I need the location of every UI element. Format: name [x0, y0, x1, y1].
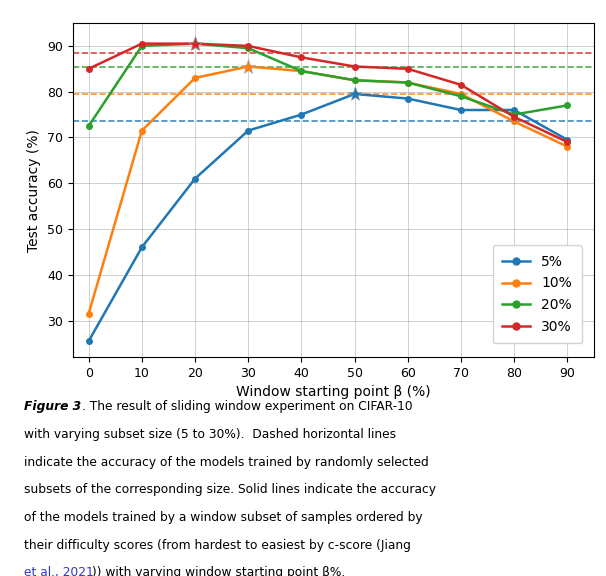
30%: [351, 63, 358, 70]
30%: [138, 40, 145, 47]
Text: indicate the accuracy of the models trained by randomly selected: indicate the accuracy of the models trai…: [24, 456, 429, 469]
Line: 5%: 5%: [86, 91, 570, 344]
Legend: 5%, 10%, 20%, 30%: 5%, 10%, 20%, 30%: [493, 245, 582, 343]
30%: [298, 54, 305, 61]
10%: [298, 67, 305, 74]
20%: [191, 40, 199, 47]
5%: [510, 107, 518, 113]
30%: [458, 81, 465, 88]
30%: [85, 65, 92, 72]
30%: [245, 43, 252, 50]
Line: 10%: 10%: [86, 64, 570, 316]
10%: [85, 310, 92, 317]
Text: et al., 2021: et al., 2021: [24, 566, 94, 576]
5%: [245, 127, 252, 134]
Text: with varying subset size (5 to 30%).  Dashed horizontal lines: with varying subset size (5 to 30%). Das…: [24, 428, 396, 441]
5%: [404, 95, 411, 102]
30%: [191, 40, 199, 47]
5%: [458, 107, 465, 113]
X-axis label: Window starting point β (%): Window starting point β (%): [236, 385, 431, 399]
5%: [138, 244, 145, 251]
20%: [404, 79, 411, 86]
10%: [191, 74, 199, 81]
20%: [85, 123, 92, 130]
30%: [404, 65, 411, 72]
30%: [564, 139, 571, 146]
20%: [351, 77, 358, 84]
20%: [458, 93, 465, 100]
10%: [404, 79, 411, 86]
20%: [510, 111, 518, 118]
5%: [351, 90, 358, 97]
Text: subsets of the corresponding size. Solid lines indicate the accuracy: subsets of the corresponding size. Solid…: [24, 483, 436, 497]
10%: [510, 118, 518, 125]
10%: [245, 63, 252, 70]
5%: [564, 137, 571, 143]
10%: [138, 127, 145, 134]
Y-axis label: Test accuracy (%): Test accuracy (%): [27, 128, 41, 252]
Text: their difficulty scores (from hardest to easiest by c-score (Jiang: their difficulty scores (from hardest to…: [24, 539, 411, 552]
Text: )) with varying window starting point β%.: )) with varying window starting point β%…: [92, 566, 345, 576]
30%: [510, 113, 518, 120]
5%: [298, 111, 305, 118]
10%: [564, 143, 571, 150]
5%: [85, 338, 92, 344]
Line: 20%: 20%: [86, 41, 570, 129]
20%: [298, 67, 305, 74]
5%: [191, 175, 199, 182]
Text: Figure 3: Figure 3: [24, 400, 81, 414]
20%: [138, 43, 145, 50]
Text: . The result of sliding window experiment on CIFAR-10: . The result of sliding window experimen…: [82, 400, 413, 414]
10%: [458, 90, 465, 97]
20%: [564, 102, 571, 109]
20%: [245, 45, 252, 52]
Text: of the models trained by a window subset of samples ordered by: of the models trained by a window subset…: [24, 511, 423, 524]
Line: 30%: 30%: [86, 41, 570, 145]
10%: [351, 77, 358, 84]
